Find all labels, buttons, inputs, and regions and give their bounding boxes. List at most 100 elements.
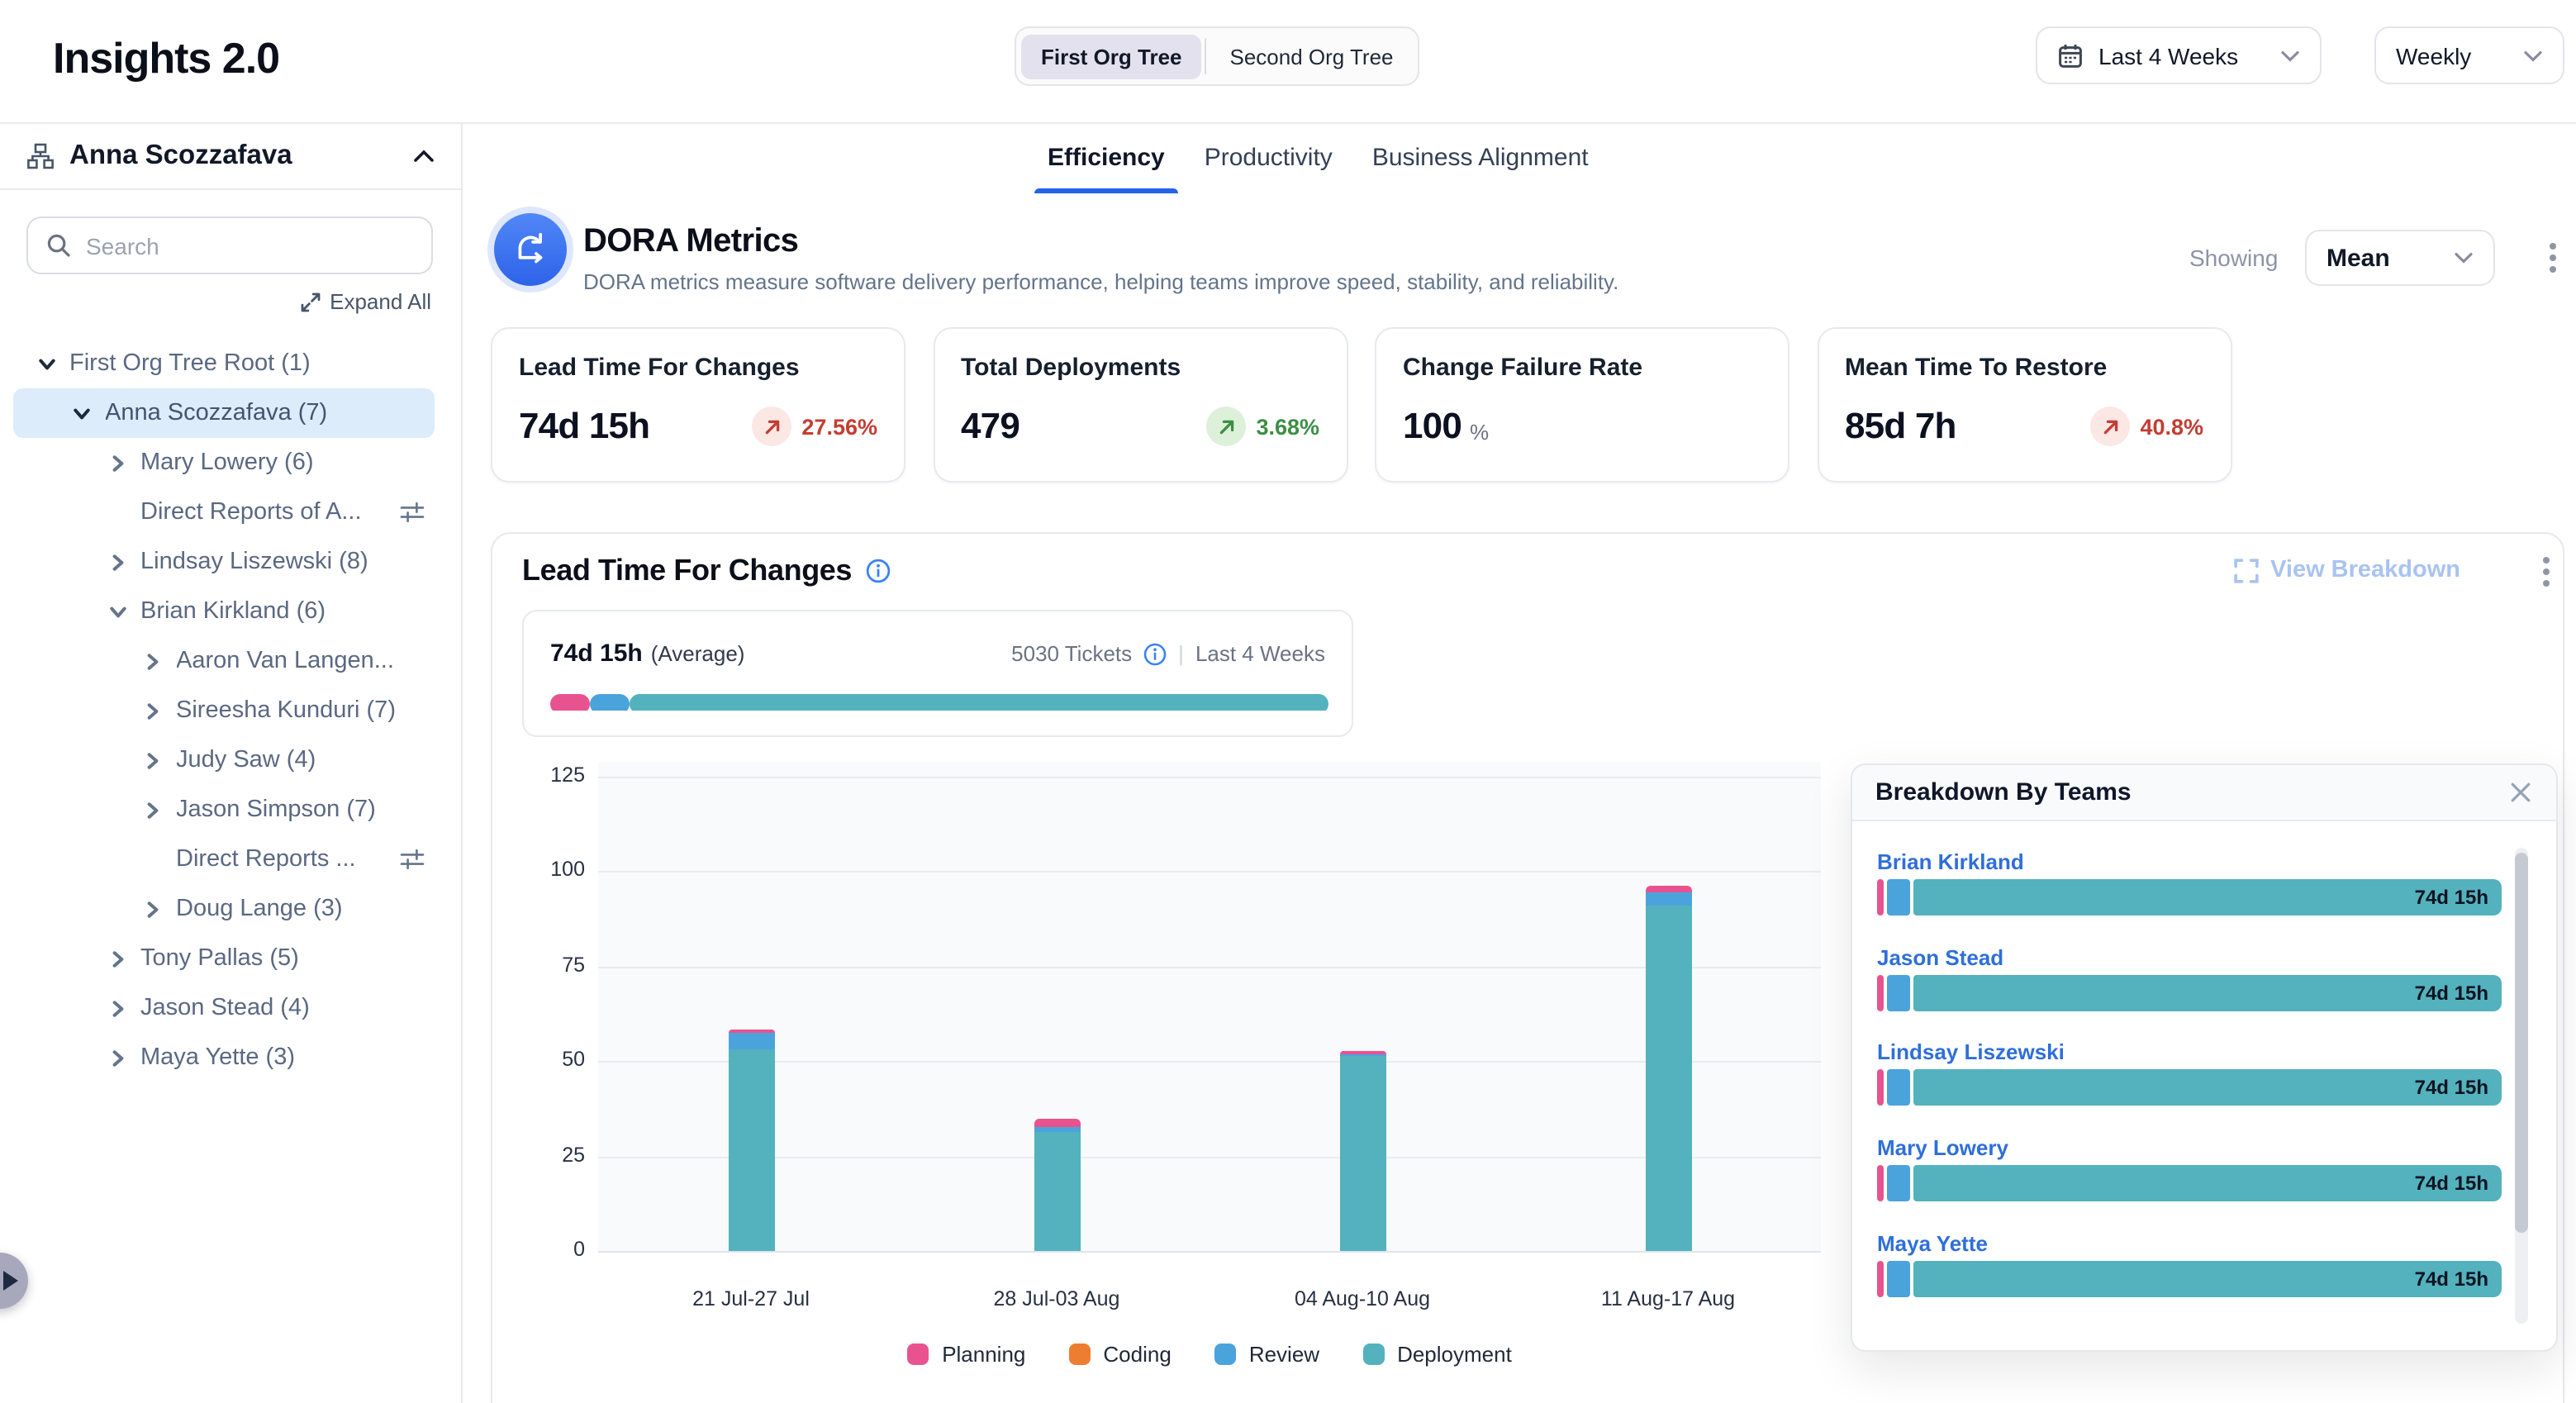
trend-up-arrow-icon [752,407,791,446]
legend-label: Coding [1103,1342,1171,1367]
close-icon[interactable] [2507,779,2533,806]
granularity-select[interactable]: Weekly [2374,26,2564,84]
search-input[interactable] [86,232,413,259]
tree-item-sireesha-kunduri-7[interactable]: Sireesha Kunduri (7) [0,686,461,735]
legend-item-deployment: Deployment [1362,1342,1512,1367]
tree-item-judy-saw-4[interactable]: Judy Saw (4) [0,735,461,785]
chevron-down-icon[interactable] [69,400,95,426]
tree-item-label: First Org Tree Root (1) [69,350,311,377]
tabs: Efficiency Productivity Business Alignment [1048,124,1589,193]
metric-card-lead-time-for-changes: Lead Time For Changes 74d 15h27.56% [491,327,905,483]
chevron-right-icon[interactable] [140,896,166,922]
lead-time-menu-kebab-icon[interactable] [2535,554,2558,587]
team-link[interactable]: Jason Stead [1877,944,2003,969]
team-bar-segment-review [1887,974,1910,1011]
chevron-right-icon[interactable] [140,648,166,674]
chevron-right-icon[interactable] [140,697,166,724]
chevron-down-icon[interactable] [33,350,59,377]
legend-label: Deployment [1397,1342,1512,1367]
chevron-right-icon[interactable] [104,995,131,1021]
team-link[interactable]: Mary Lowery [1877,1135,2008,1160]
team-link[interactable]: Maya Yette [1877,1231,1988,1256]
legend-swatch [1362,1344,1384,1365]
bar-segment-deployment [1339,1056,1385,1251]
tree-item-direct-reports-of-a[interactable]: Direct Reports of A... [0,487,461,537]
expand-all-button[interactable]: Expand All [300,289,431,314]
bar-segment-deployment [1645,906,1691,1251]
delta-percent: 3.68% [1256,414,1319,439]
tree-item-label: Judy Saw (4) [176,747,316,773]
metric-value-row: 74d 15h27.56% [519,405,877,448]
bar-segment-review [1645,892,1691,906]
tree-item-label: Mary Lowery (6) [140,449,314,476]
chevron-right-icon[interactable] [104,449,131,476]
team-bar-segment-deployment: 74d 15h [1913,1070,2502,1106]
team-value: 74d 15h [2415,1267,2488,1291]
tree-item-maya-yette-3[interactable]: Maya Yette (3) [0,1033,461,1082]
team-bar-segment-deployment: 74d 15h [1913,1165,2502,1201]
tree-item-anna-scozzafava-7[interactable]: Anna Scozzafava (7) [13,388,435,438]
tab-business-alignment[interactable]: Business Alignment [1372,124,1589,193]
toggle-first-org-tree[interactable]: First Org Tree [1021,34,1202,78]
chevron-right-icon[interactable] [140,797,166,823]
team-link[interactable]: Lindsay Liszewski [1877,1040,2065,1065]
chevron-right-icon[interactable] [104,1044,131,1071]
dora-section-description: DORA metrics measure software delivery p… [583,269,1618,294]
filter-icon[interactable] [400,501,425,524]
dora-section-title: DORA Metrics [583,223,798,261]
team-bar-segment-planning [1877,879,1884,916]
tree-item-doug-lange-3[interactable]: Doug Lange (3) [0,884,461,934]
bar-stack-28-jul-03-aug [1034,1118,1080,1251]
team-value: 74d 15h [2415,886,2488,909]
average-phase-bar [550,694,1328,711]
info-icon[interactable] [865,559,890,583]
showing-select[interactable]: Mean [2305,230,2495,286]
info-icon[interactable] [1143,642,1167,665]
team-phase-bar: 74d 15h [1877,1165,2502,1201]
chevron-up-icon[interactable] [413,149,435,164]
dora-menu-kebab-icon[interactable] [2541,240,2564,273]
tree-item-jason-stead-4[interactable]: Jason Stead (4) [0,983,461,1033]
metric-value-row: 4793.68% [961,405,1319,448]
chevron-right-icon[interactable] [104,945,131,972]
team-row-brian-kirkland: Brian Kirkland74d 15h [1877,848,2502,877]
bar-segment-planning [1034,1118,1080,1127]
breakdown-by-teams-panel: Breakdown By Teams Brian Kirkland74d 15h… [1851,763,2558,1352]
x-axis-tick-label: 28 Jul-03 Aug [941,1287,1172,1310]
tree-item-first-org-tree-root-1[interactable]: First Org Tree Root (1) [0,339,461,388]
tree-item-aaron-van-langen[interactable]: Aaron Van Langen... [0,636,461,686]
team-phase-bar: 74d 15h [1877,1261,2502,1297]
chevron-down-icon [2454,251,2474,264]
average-value: 74d 15h [550,640,643,668]
tree-item-label: Aaron Van Langen... [176,648,394,674]
view-breakdown-button[interactable]: View Breakdown [2234,557,2460,583]
bar-stack-11-aug-17-aug [1645,885,1691,1251]
tree-item-tony-pallas-5[interactable]: Tony Pallas (5) [0,934,461,983]
tab-efficiency[interactable]: Efficiency [1048,124,1165,193]
filter-icon[interactable] [400,848,425,871]
tree-item-brian-kirkland-6[interactable]: Brian Kirkland (6) [0,587,461,636]
metric-card-title: Lead Time For Changes [519,354,877,382]
scrollbar-track[interactable] [2515,848,2528,1324]
team-bar-segment-deployment: 74d 15h [1913,879,2502,916]
granularity-value: Weekly [2396,42,2471,69]
tree-item-mary-lowery-6[interactable]: Mary Lowery (6) [0,438,461,487]
tree-item-jason-simpson-7[interactable]: Jason Simpson (7) [0,785,461,835]
team-bar-segment-review [1887,879,1910,916]
tree-item-lindsay-liszewski-8[interactable]: Lindsay Liszewski (8) [0,537,461,587]
tab-productivity[interactable]: Productivity [1205,124,1333,193]
metric-cards: Lead Time For Changes74d 15h27.56%Total … [491,327,2231,483]
gridline [598,1156,1821,1158]
team-link[interactable]: Brian Kirkland [1877,849,2024,874]
chevron-right-icon[interactable] [104,549,131,575]
expand-corners-icon [2234,558,2259,583]
lead-time-title: Lead Time For Changes [522,554,852,588]
chevron-down-icon[interactable] [104,598,131,625]
toggle-second-org-tree[interactable]: Second Org Tree [1210,34,1414,78]
chevron-right-icon[interactable] [140,747,166,773]
team-bar-segment-review [1887,1165,1910,1201]
tree-item-direct-reports[interactable]: Direct Reports ... [0,835,461,884]
x-axis-tick-label: 11 Aug-17 Aug [1552,1287,1784,1310]
date-range-select[interactable]: Last 4 Weeks [2036,26,2322,84]
scrollbar-thumb[interactable] [2515,853,2528,1233]
